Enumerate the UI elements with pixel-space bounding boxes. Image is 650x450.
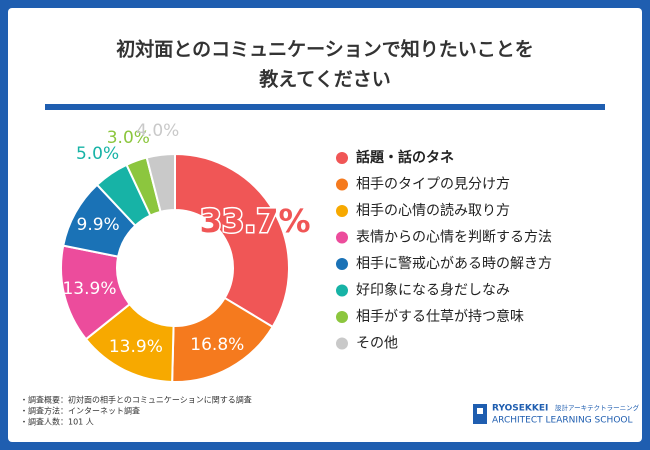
legend-label: その他 xyxy=(356,336,398,352)
note: ・調査人数：101 人 xyxy=(20,417,94,427)
legend-label: 相手に警戒心がある時の解き方 xyxy=(356,256,552,272)
value-label: 13.9% xyxy=(62,279,116,299)
notes: ・調査概要：初対面の相手とのコミュニケーションに関する調査・調査方法：インターネ… xyxy=(20,395,252,427)
legend-label: 好印象になる身だしなみ xyxy=(356,283,510,299)
value-label: 4.0% xyxy=(136,121,179,141)
note: ・調査概要：初対面の相手とのコミュニケーションに関する調査 xyxy=(20,395,252,405)
value-label: 13.9% xyxy=(109,337,163,357)
logo: RYOSEKKEI 設計アーキテクトラーニング ARCHITECT LEARNI… xyxy=(473,403,640,426)
legend-marker xyxy=(336,258,348,270)
legend-marker xyxy=(336,205,348,217)
legend-marker xyxy=(336,311,348,323)
legend-label: 相手の心情の読み取り方 xyxy=(356,202,510,219)
logo-name: RYOSEKKEI xyxy=(492,404,548,414)
value-label: 3.0% xyxy=(107,128,150,148)
legend-label: 話題・話のタネ xyxy=(356,149,454,166)
slice xyxy=(174,152,290,329)
logo-sub: 設計アーキテクトラーニング xyxy=(555,403,640,412)
value-label: 5.0% xyxy=(76,144,119,164)
value-label: 9.9% xyxy=(77,215,120,235)
title-line: 初対面とのコミュニケーションで知りたいことを xyxy=(116,38,533,61)
title-underline xyxy=(45,104,605,110)
logo-icon xyxy=(477,408,483,414)
title-line: 教えてください xyxy=(259,68,390,91)
legend-label: 相手がする仕草が持つ意味 xyxy=(356,308,524,325)
value-label: 16.8% xyxy=(190,335,244,355)
legend-marker xyxy=(336,284,348,297)
legend-label: 相手のタイプの見分け方 xyxy=(356,177,510,193)
legend-marker xyxy=(336,178,348,191)
legend-marker xyxy=(336,231,348,244)
legend-marker xyxy=(336,152,348,164)
note: ・調査方法：インターネット調査 xyxy=(20,406,140,416)
legend-marker xyxy=(336,337,348,350)
slice xyxy=(145,152,176,214)
legend-label: 表情からの心情を判断する方法 xyxy=(356,230,552,246)
logo-school: ARCHITECT LEARNING SCHOOL xyxy=(492,416,633,426)
value-label: 33.7% xyxy=(200,202,311,240)
